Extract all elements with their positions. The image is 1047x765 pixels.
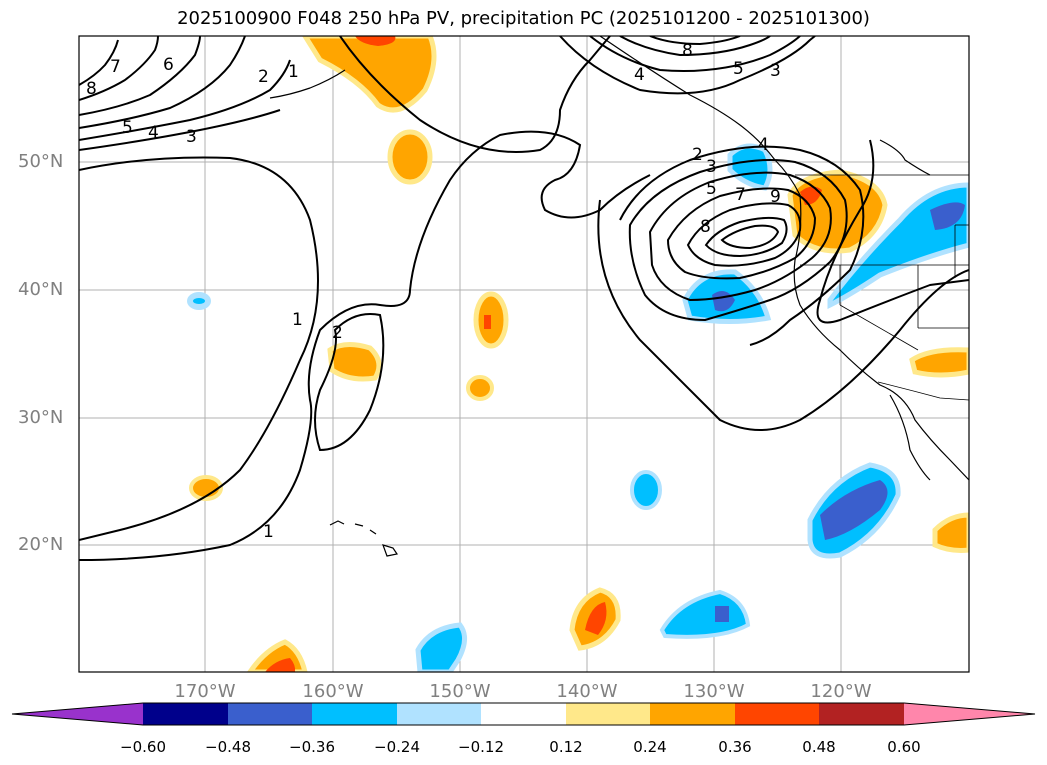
map-title: 2025100900 F048 250 hPa PV, precipitatio… xyxy=(177,8,870,29)
colorbar-bin xyxy=(228,703,312,725)
colorbar-bin xyxy=(481,703,566,725)
colorbar xyxy=(11,702,1036,726)
colorbar-tick-label: 0.60 xyxy=(887,738,921,756)
lat-label: 50°N xyxy=(18,151,64,172)
contour-label: 8 xyxy=(86,79,97,99)
contour-label: 7 xyxy=(735,185,746,205)
colorbar-tick-label: 0.36 xyxy=(718,738,752,756)
lon-label: 150°W xyxy=(429,681,491,702)
contour-label: 1 xyxy=(263,522,274,542)
contour-label: 7 xyxy=(110,57,121,77)
contour-label: 2 xyxy=(258,67,269,87)
colorbar-bin xyxy=(143,703,228,725)
colorbar-low-extension xyxy=(12,703,143,725)
contour-label: 4 xyxy=(634,65,645,85)
lon-label: 120°W xyxy=(810,681,872,702)
contour-label: 4 xyxy=(148,123,159,143)
contour-label: 6 xyxy=(163,55,174,75)
colorbar-tick-label: −0.60 xyxy=(120,738,166,756)
pv-contours xyxy=(79,36,969,561)
colorbar-tick-label: −0.12 xyxy=(458,738,504,756)
contour-label: 1 xyxy=(292,310,303,330)
colorbar-bin xyxy=(735,703,819,725)
colorbar-tick-label: −0.36 xyxy=(289,738,335,756)
contour-label: 9 xyxy=(770,187,781,207)
colorbar-bin xyxy=(650,703,735,725)
contour-label: 3 xyxy=(770,61,781,81)
contour-label: 2 xyxy=(332,323,343,343)
contour-labels: 7 6 8 2 1 5 4 3 8 5 3 4 2 3 4 5 7 9 8 1 … xyxy=(86,41,781,542)
colorbar-tick-label: 0.12 xyxy=(549,738,583,756)
lon-label: 130°W xyxy=(683,681,745,702)
colorbar-tick-label: 0.24 xyxy=(633,738,667,756)
colorbar-bin xyxy=(566,703,650,725)
contour-label: 4 xyxy=(758,135,769,155)
plot-frame xyxy=(78,35,970,673)
lat-label: 20°N xyxy=(18,534,64,555)
contour-label: 8 xyxy=(700,217,711,237)
contour-label: 5 xyxy=(706,179,717,199)
lon-label: 160°W xyxy=(302,681,364,702)
contour-label: 5 xyxy=(733,59,744,79)
contour-label: 8 xyxy=(682,41,693,61)
colorbar-bin xyxy=(397,703,481,725)
colorbar-bin xyxy=(312,703,397,725)
contour-label: 2 xyxy=(692,145,703,165)
colorbar-tick-label: −0.48 xyxy=(205,738,251,756)
lon-label: 170°W xyxy=(174,681,236,702)
precip-shading xyxy=(187,36,969,672)
lat-label: 40°N xyxy=(18,279,64,300)
contour-label: 3 xyxy=(706,157,717,177)
colorbar-high-extension xyxy=(904,703,1035,725)
contour-label: 3 xyxy=(186,127,197,147)
colorbar-bin xyxy=(819,703,904,725)
contour-label: 1 xyxy=(288,62,299,82)
contour-label: 5 xyxy=(122,118,133,138)
lat-label: 30°N xyxy=(18,407,64,428)
colorbar-tick-label: 0.48 xyxy=(802,738,836,756)
colorbar-tick-label: −0.24 xyxy=(374,738,420,756)
lon-label: 140°W xyxy=(556,681,618,702)
